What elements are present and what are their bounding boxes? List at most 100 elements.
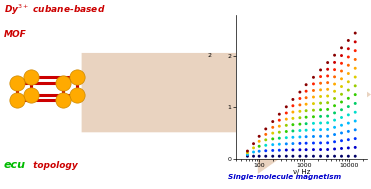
Point (352, 93, 358, 96)
Point (276, 155, 282, 158)
Point (345, 72, 351, 75)
Point (352, 49, 358, 52)
Point (283, 136, 289, 139)
Point (338, 139, 344, 142)
Point (276, 131, 282, 134)
Point (338, 124, 344, 127)
Point (270, 137, 276, 140)
Point (352, 155, 358, 158)
Point (256, 140, 262, 143)
Point (276, 119, 282, 122)
Point (332, 133, 338, 136)
Point (332, 147, 338, 150)
Point (283, 130, 289, 133)
Text: MOF: MOF (4, 30, 26, 39)
Point (325, 148, 331, 151)
Point (352, 111, 358, 114)
Point (325, 74, 331, 77)
Text: topology: topology (30, 161, 78, 170)
Point (325, 121, 331, 124)
Point (345, 97, 351, 100)
Point (345, 130, 351, 133)
Point (270, 155, 276, 158)
Point (263, 155, 269, 158)
Point (332, 90, 338, 93)
Point (352, 67, 358, 70)
Point (338, 85, 344, 88)
Point (311, 128, 316, 131)
Point (311, 142, 316, 145)
Point (283, 124, 289, 127)
Point (297, 103, 303, 106)
Point (311, 135, 316, 138)
Point (283, 105, 289, 108)
Point (290, 117, 296, 120)
Point (332, 61, 338, 64)
Point (283, 142, 289, 145)
Point (283, 112, 289, 115)
Point (297, 110, 303, 113)
Point (270, 149, 276, 152)
Point (256, 145, 262, 148)
Point (303, 135, 309, 138)
Point (250, 150, 256, 153)
Point (244, 149, 250, 153)
Point (338, 116, 344, 119)
Point (318, 148, 324, 151)
Point (311, 155, 316, 158)
Point (338, 132, 344, 135)
Point (325, 115, 331, 118)
Point (290, 142, 296, 145)
Point (318, 88, 324, 91)
Point (345, 64, 351, 67)
Point (332, 126, 338, 129)
Point (345, 88, 351, 91)
Point (318, 108, 324, 111)
Point (276, 125, 282, 128)
Point (303, 142, 309, 145)
Point (332, 140, 338, 143)
Point (318, 128, 324, 131)
Point (303, 90, 309, 93)
Point (263, 133, 269, 136)
Point (250, 142, 256, 145)
Point (297, 155, 303, 158)
Point (311, 122, 316, 125)
Point (345, 56, 351, 59)
Point (256, 135, 262, 138)
Point (352, 84, 358, 87)
Point (297, 123, 303, 126)
Point (352, 32, 358, 35)
Point (332, 104, 338, 107)
Point (325, 101, 331, 104)
Text: 2: 2 (208, 53, 212, 58)
Point (325, 88, 331, 91)
Point (303, 96, 309, 99)
Point (297, 148, 303, 151)
Point (318, 82, 324, 85)
Point (270, 132, 276, 135)
Point (311, 148, 316, 151)
Point (276, 137, 282, 140)
Point (276, 143, 282, 146)
Point (325, 128, 331, 131)
Point (250, 146, 256, 149)
Point (297, 91, 303, 94)
Point (263, 138, 269, 141)
Point (352, 40, 358, 43)
Point (352, 137, 358, 140)
Point (325, 94, 331, 98)
Point (297, 136, 303, 139)
Point (263, 127, 269, 130)
Point (250, 155, 256, 158)
Point (318, 155, 324, 158)
Point (318, 95, 324, 98)
Point (325, 108, 331, 111)
Point (290, 148, 296, 151)
Point (325, 61, 331, 64)
Point (290, 155, 296, 158)
Point (311, 109, 316, 112)
Point (352, 146, 358, 149)
Point (338, 70, 344, 73)
Point (332, 68, 338, 71)
